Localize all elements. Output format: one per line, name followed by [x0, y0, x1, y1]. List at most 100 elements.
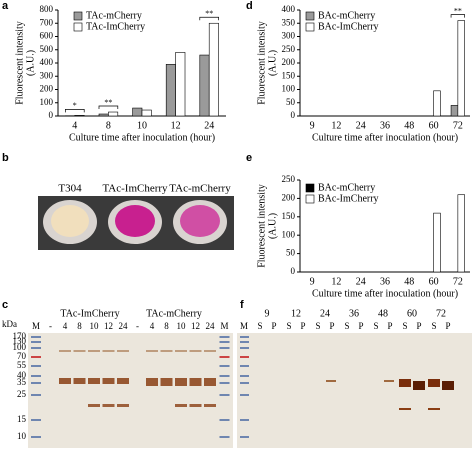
band [117, 350, 129, 352]
significance-label: ** [205, 9, 213, 18]
time-label: 36 [349, 308, 359, 319]
band [88, 404, 100, 407]
significance-label: * [73, 101, 77, 110]
band [204, 378, 216, 386]
y-tick-label: 600 [40, 31, 54, 41]
marker-band [240, 341, 249, 343]
lane-label: S [373, 321, 378, 331]
marker-label: 10 [17, 431, 27, 441]
photo-label: TAc-mCherry [169, 183, 231, 195]
x-tick-label: 9 [310, 276, 315, 287]
legend-swatch [306, 23, 314, 31]
y-tick-label: 100 [282, 84, 296, 94]
y-tick-label: 200 [40, 84, 54, 94]
y-tick-label: 0 [291, 110, 296, 120]
band [190, 404, 202, 407]
lane-label: 4 [150, 321, 155, 331]
marker-band [220, 347, 230, 349]
y-tick-label: 200 [282, 57, 296, 67]
panel-letter: b [2, 152, 9, 164]
bar [200, 55, 209, 116]
lane-label: 12 [191, 321, 200, 331]
marker-band [220, 341, 230, 343]
y-tick-label: 100 [40, 97, 54, 107]
marker-band [220, 382, 230, 384]
marker-label: 35 [17, 377, 27, 387]
band [399, 408, 411, 410]
y-tick-label: 400 [40, 57, 54, 67]
bar [451, 105, 458, 116]
lane-label: P [358, 321, 363, 331]
marker-band [31, 365, 41, 367]
y-tick-label: 300 [282, 31, 296, 41]
time-label: 12 [291, 308, 301, 319]
legend-swatch [306, 195, 314, 203]
marker-band [31, 382, 41, 384]
lane-label: - [136, 321, 139, 331]
x-tick-label: 12 [171, 120, 181, 131]
marker-band [240, 382, 249, 384]
band [326, 380, 336, 382]
time-label: 48 [378, 308, 388, 319]
bar [108, 112, 117, 116]
bar [99, 114, 108, 116]
bar [209, 23, 218, 116]
panel-letter: f [240, 299, 244, 311]
band [59, 378, 71, 384]
x-tick-label: 24 [356, 276, 366, 287]
y-axis-title: Fluorescent intensity [256, 184, 267, 268]
significance-label: ** [454, 6, 462, 15]
pellet [51, 205, 89, 237]
lane-label: 8 [164, 321, 169, 331]
marker-label: 55 [17, 360, 27, 370]
group-label: TAc-mCherry [146, 308, 202, 319]
marker-label: 15 [17, 414, 27, 424]
band [117, 404, 129, 407]
lane-label: P [416, 321, 421, 331]
marker-band [240, 347, 249, 349]
lane-label: P [387, 321, 392, 331]
lane-label: M [220, 321, 228, 331]
band [103, 404, 115, 407]
y-tick-label: 800 [40, 4, 54, 14]
x-tick-label: 72 [453, 120, 463, 131]
x-tick-label: 24 [356, 120, 366, 131]
marker-band [31, 436, 41, 438]
legend-swatch [74, 23, 82, 31]
marker-band [31, 375, 41, 377]
y-tick-label: 150 [282, 70, 296, 80]
band [74, 378, 86, 384]
lane-label: P [445, 321, 450, 331]
lane-label: S [344, 321, 349, 331]
time-label: 24 [320, 308, 330, 319]
y-tick-label: 500 [40, 44, 54, 54]
bar [142, 110, 151, 116]
band [442, 381, 454, 390]
marker-band [31, 394, 41, 396]
bar [133, 108, 142, 116]
y-axis-unit: (A.U.) [267, 50, 278, 76]
y-tick-label: 0 [49, 110, 54, 120]
x-tick-label: 12 [331, 276, 341, 287]
y-tick-label: 150 [282, 211, 296, 221]
bar [176, 52, 185, 116]
marker-band [220, 394, 230, 396]
legend-swatch [306, 184, 314, 192]
marker-band [220, 336, 230, 338]
y-tick-label: 50 [286, 248, 296, 258]
legend-swatch [74, 12, 82, 20]
time-label: 9 [265, 308, 270, 319]
marker-band [31, 356, 41, 358]
band [428, 379, 440, 387]
lane-label: M [240, 321, 248, 331]
band [161, 350, 173, 352]
legend-label: BAc-mCherry [318, 182, 375, 193]
lane-label: 24 [119, 321, 129, 331]
band [175, 404, 187, 407]
lane-label: P [329, 321, 334, 331]
lane-label: M [32, 321, 40, 331]
lane-label: P [271, 321, 276, 331]
x-tick-label: 24 [204, 120, 214, 131]
band [59, 350, 71, 352]
